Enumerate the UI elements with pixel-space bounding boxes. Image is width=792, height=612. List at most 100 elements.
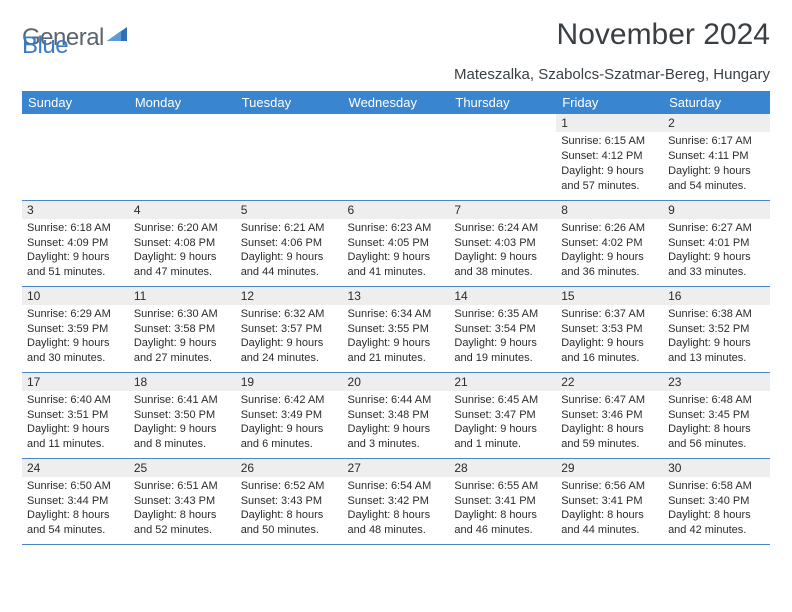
- calendar-cell: 20Sunrise: 6:44 AMSunset: 3:48 PMDayligh…: [343, 372, 450, 458]
- sunset-text: Sunset: 3:58 PM: [134, 322, 231, 337]
- sunset-text: Sunset: 3:47 PM: [454, 408, 551, 423]
- day-details: Sunrise: 6:15 AMSunset: 4:12 PMDaylight:…: [560, 134, 659, 193]
- sunset-text: Sunset: 3:41 PM: [454, 494, 551, 509]
- dayhdr-mon: Monday: [129, 91, 236, 114]
- day-number: 26: [236, 459, 343, 477]
- sunset-text: Sunset: 3:45 PM: [668, 408, 765, 423]
- daylight-text: Daylight: 8 hours and 52 minutes.: [134, 508, 231, 538]
- day-details: Sunrise: 6:26 AMSunset: 4:02 PMDaylight:…: [560, 221, 659, 280]
- day-number: 25: [129, 459, 236, 477]
- daylight-text: Daylight: 9 hours and 38 minutes.: [454, 250, 551, 280]
- daylight-text: Daylight: 8 hours and 42 minutes.: [668, 508, 765, 538]
- day-number: 29: [556, 459, 663, 477]
- day-number: 12: [236, 287, 343, 305]
- sunrise-text: Sunrise: 6:34 AM: [348, 307, 445, 322]
- calendar-cell: 23Sunrise: 6:48 AMSunset: 3:45 PMDayligh…: [663, 372, 770, 458]
- day-details: Sunrise: 6:38 AMSunset: 3:52 PMDaylight:…: [667, 307, 766, 366]
- sunrise-text: Sunrise: 6:27 AM: [668, 221, 765, 236]
- day-details: Sunrise: 6:56 AMSunset: 3:41 PMDaylight:…: [560, 479, 659, 538]
- day-details: Sunrise: 6:54 AMSunset: 3:42 PMDaylight:…: [347, 479, 446, 538]
- sunrise-text: Sunrise: 6:54 AM: [348, 479, 445, 494]
- sunset-text: Sunset: 3:48 PM: [348, 408, 445, 423]
- day-details: Sunrise: 6:47 AMSunset: 3:46 PMDaylight:…: [560, 393, 659, 452]
- day-number: 3: [22, 201, 129, 219]
- day-details: Sunrise: 6:58 AMSunset: 3:40 PMDaylight:…: [667, 479, 766, 538]
- daylight-text: Daylight: 9 hours and 1 minute.: [454, 422, 551, 452]
- calendar-week-row: 3Sunrise: 6:18 AMSunset: 4:09 PMDaylight…: [22, 200, 770, 286]
- sunset-text: Sunset: 3:49 PM: [241, 408, 338, 423]
- day-details: Sunrise: 6:32 AMSunset: 3:57 PMDaylight:…: [240, 307, 339, 366]
- calendar-cell: 9Sunrise: 6:27 AMSunset: 4:01 PMDaylight…: [663, 200, 770, 286]
- sunrise-text: Sunrise: 6:38 AM: [668, 307, 765, 322]
- calendar-cell: 2Sunrise: 6:17 AMSunset: 4:11 PMDaylight…: [663, 114, 770, 200]
- calendar-week-row: 1 Sunrise: 6:15 AMSunset: 4:12 PMDaylight…: [22, 114, 770, 200]
- calendar-cell: 16 Sunrise: 6:38 AMSunset: 3:52 PMDayligh…: [663, 286, 770, 372]
- sunset-text: Sunset: 4:06 PM: [241, 236, 338, 251]
- daylight-text: Daylight: 9 hours and 6 minutes.: [241, 422, 338, 452]
- sunset-text: Sunset: 3:44 PM: [27, 494, 124, 509]
- calendar-cell: 22Sunrise: 6:47 AMSunset: 3:46 PMDayligh…: [556, 372, 663, 458]
- daylight-text: Daylight: 9 hours and 33 minutes.: [668, 250, 765, 280]
- calendar-cell: 30Sunrise: 6:58 AMSunset: 3:40 PMDayligh…: [663, 458, 770, 544]
- calendar-cell: 10Sunrise: 6:29 AMSunset: 3:59 PMDayligh…: [22, 286, 129, 372]
- sunset-text: Sunset: 3:43 PM: [241, 494, 338, 509]
- sunset-text: Sunset: 3:59 PM: [27, 322, 124, 337]
- sunrise-text: Sunrise: 6:30 AM: [134, 307, 231, 322]
- sunrise-text: Sunrise: 6:40 AM: [27, 393, 124, 408]
- calendar-cell: [449, 114, 556, 200]
- day-number: 21: [449, 373, 556, 391]
- sunset-text: Sunset: 3:43 PM: [134, 494, 231, 509]
- day-header-row: Sunday Monday Tuesday Wednesday Thursday…: [22, 91, 770, 114]
- dayhdr-sun: Sunday: [22, 91, 129, 114]
- sunset-text: Sunset: 4:08 PM: [134, 236, 231, 251]
- day-number: 9: [663, 201, 770, 219]
- daylight-text: Daylight: 8 hours and 44 minutes.: [561, 508, 658, 538]
- daylight-text: Daylight: 9 hours and 16 minutes.: [561, 336, 658, 366]
- sunrise-text: Sunrise: 6:20 AM: [134, 221, 231, 236]
- day-number: 8: [556, 201, 663, 219]
- daylight-text: Daylight: 9 hours and 51 minutes.: [27, 250, 124, 280]
- sunrise-text: Sunrise: 6:55 AM: [454, 479, 551, 494]
- day-number: 7: [449, 201, 556, 219]
- day-details: Sunrise: 6:37 AMSunset: 3:53 PMDaylight:…: [560, 307, 659, 366]
- sunrise-text: Sunrise: 6:52 AM: [241, 479, 338, 494]
- day-number: 19: [236, 373, 343, 391]
- calendar-cell: 3Sunrise: 6:18 AMSunset: 4:09 PMDaylight…: [22, 200, 129, 286]
- day-details: Sunrise: 6:34 AMSunset: 3:55 PMDaylight:…: [347, 307, 446, 366]
- sunrise-text: Sunrise: 6:18 AM: [27, 221, 124, 236]
- sunrise-text: Sunrise: 6:17 AM: [668, 134, 765, 149]
- day-number: 18: [129, 373, 236, 391]
- sunrise-text: Sunrise: 6:29 AM: [27, 307, 124, 322]
- day-number: 11: [129, 287, 236, 305]
- sunrise-text: Sunrise: 6:58 AM: [668, 479, 765, 494]
- calendar-cell: 8 Sunrise: 6:26 AMSunset: 4:02 PMDaylight…: [556, 200, 663, 286]
- sunset-text: Sunset: 4:03 PM: [454, 236, 551, 251]
- daylight-text: Daylight: 8 hours and 54 minutes.: [27, 508, 124, 538]
- day-number: 16: [663, 287, 770, 305]
- day-number: 10: [22, 287, 129, 305]
- daylight-text: Daylight: 8 hours and 46 minutes.: [454, 508, 551, 538]
- calendar-cell: 21Sunrise: 6:45 AMSunset: 3:47 PMDayligh…: [449, 372, 556, 458]
- page-title: November 2024: [557, 18, 770, 52]
- day-details: Sunrise: 6:52 AMSunset: 3:43 PMDaylight:…: [240, 479, 339, 538]
- calendar-cell: 1 Sunrise: 6:15 AMSunset: 4:12 PMDaylight…: [556, 114, 663, 200]
- sunset-text: Sunset: 3:55 PM: [348, 322, 445, 337]
- day-number: 2: [663, 114, 770, 132]
- sunset-text: Sunset: 3:40 PM: [668, 494, 765, 509]
- sunrise-text: Sunrise: 6:15 AM: [561, 134, 658, 149]
- day-details: Sunrise: 6:48 AMSunset: 3:45 PMDaylight:…: [667, 393, 766, 452]
- day-details: Sunrise: 6:55 AMSunset: 3:41 PMDaylight:…: [453, 479, 552, 538]
- brand-triangle-icon: [107, 25, 127, 41]
- dayhdr-wed: Wednesday: [343, 91, 450, 114]
- calendar-cell: [343, 114, 450, 200]
- daylight-text: Daylight: 9 hours and 44 minutes.: [241, 250, 338, 280]
- calendar-week-row: 24Sunrise: 6:50 AMSunset: 3:44 PMDayligh…: [22, 458, 770, 544]
- calendar-cell: [129, 114, 236, 200]
- day-details: Sunrise: 6:24 AMSunset: 4:03 PMDaylight:…: [453, 221, 552, 280]
- day-number: 1: [556, 114, 663, 132]
- day-details: Sunrise: 6:41 AMSunset: 3:50 PMDaylight:…: [133, 393, 232, 452]
- sunrise-text: Sunrise: 6:24 AM: [454, 221, 551, 236]
- day-number: 17: [22, 373, 129, 391]
- calendar-cell: 25Sunrise: 6:51 AMSunset: 3:43 PMDayligh…: [129, 458, 236, 544]
- calendar-week-row: 17Sunrise: 6:40 AMSunset: 3:51 PMDayligh…: [22, 372, 770, 458]
